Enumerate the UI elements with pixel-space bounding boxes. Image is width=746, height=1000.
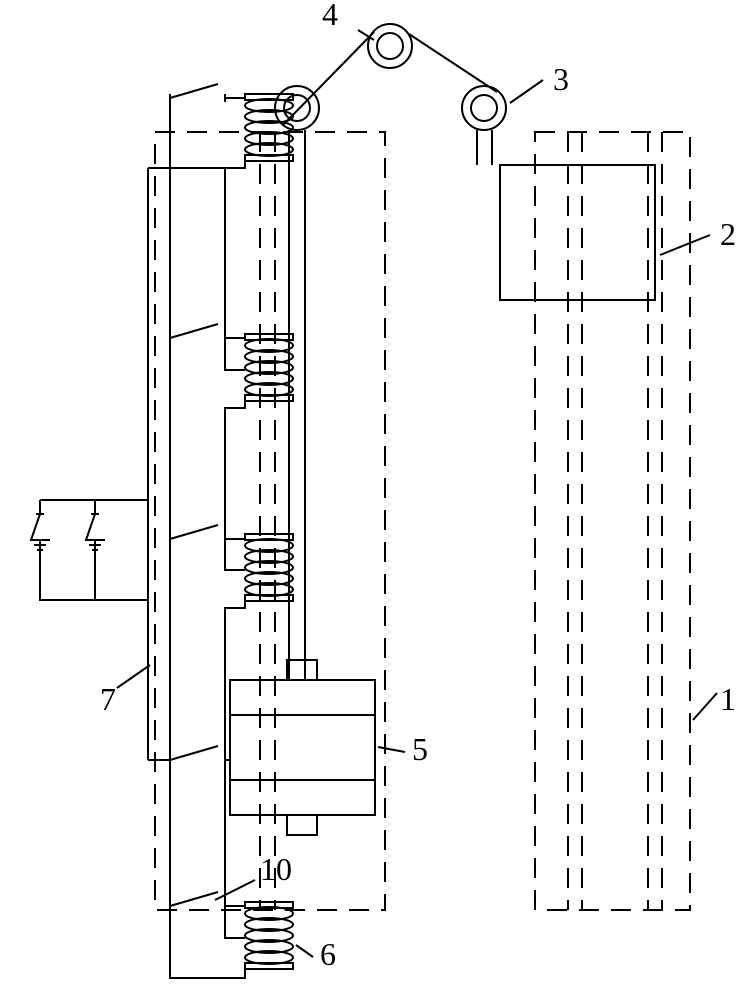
callout-label-4: 4 [322, 0, 338, 32]
callout-7: 7 [100, 665, 150, 717]
counterweight [230, 660, 375, 835]
callout-label-5: 5 [412, 731, 428, 767]
elevator-car [500, 165, 655, 300]
sw-1 [170, 84, 225, 102]
callout-label-3: 3 [553, 61, 569, 97]
callout-2: 2 [660, 216, 736, 255]
main-switch-2 [86, 514, 99, 540]
callout-label-10: 10 [260, 851, 292, 887]
wiring [40, 98, 245, 978]
callout-6: 6 [296, 936, 336, 972]
callout-1: 1 [693, 681, 736, 720]
hoist-ropes [289, 130, 492, 680]
coil-4 [245, 902, 293, 969]
coil-2 [245, 334, 293, 401]
main-switch-1 [31, 514, 44, 540]
pulley-assembly [275, 24, 506, 130]
sw-5 [170, 892, 225, 910]
sw-2 [170, 324, 225, 342]
callout-label-1: 1 [720, 681, 736, 717]
callout-4: 4 [322, 0, 374, 40]
sw-10 [170, 746, 225, 764]
callout-label-6: 6 [320, 936, 336, 972]
coil-3 [245, 534, 293, 601]
callout-label-7: 7 [100, 681, 116, 717]
sw-3 [170, 525, 225, 543]
callout-label-2: 2 [720, 216, 736, 252]
counterweight-shaft [155, 132, 385, 910]
callout-3: 3 [510, 61, 569, 103]
elevator-shaft-right [535, 132, 690, 910]
callout-10: 10 [215, 851, 292, 900]
